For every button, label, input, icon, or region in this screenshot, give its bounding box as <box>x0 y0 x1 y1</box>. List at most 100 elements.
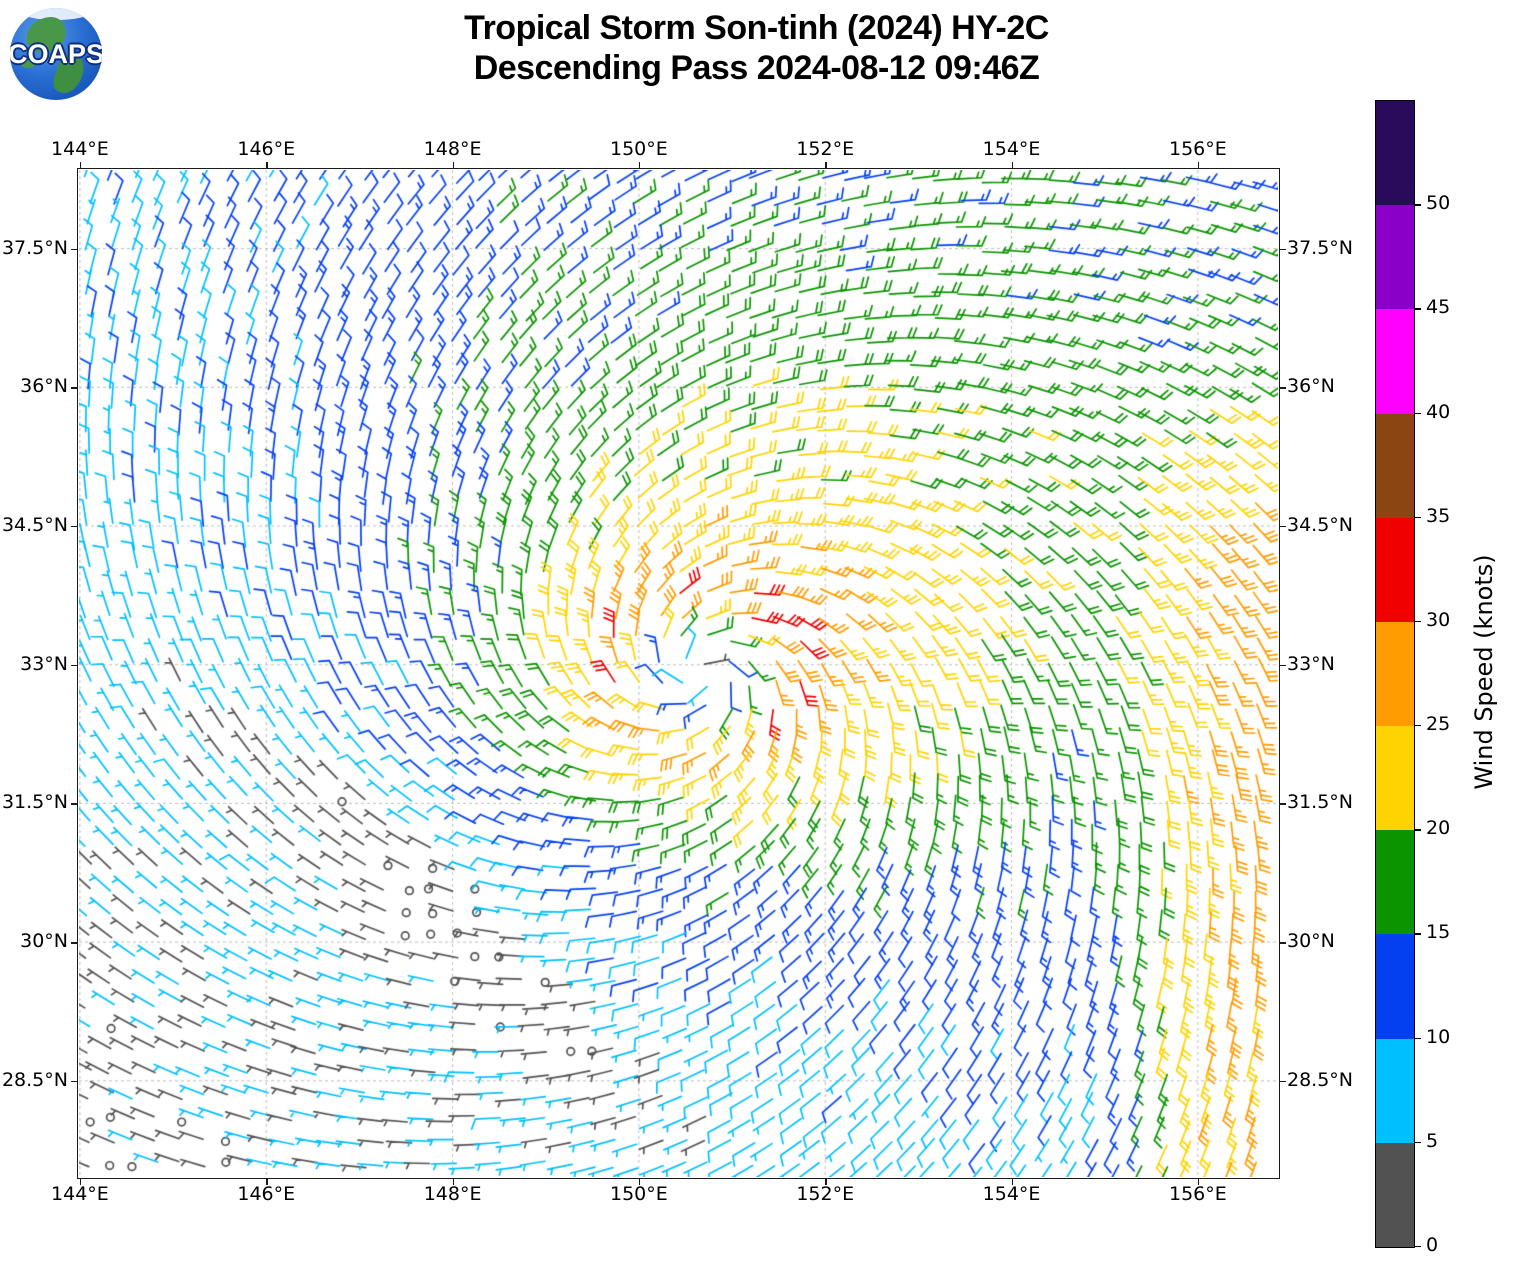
y-axis-tick-mark-right <box>1279 664 1286 667</box>
colorbar-tick-mark <box>1414 516 1421 519</box>
chart-title-line2: Descending Pass 2024-08-12 09:46Z <box>473 49 1040 88</box>
y-axis-tick-mark-left <box>71 803 78 805</box>
y-axis-tick-label-right: 28.5°N <box>1287 1068 1354 1091</box>
colorbar-tick-mark <box>1414 1141 1421 1144</box>
wind-barb-field-canvas <box>79 170 1278 1177</box>
x-axis-tick-mark-top <box>266 162 268 169</box>
chart-title: Tropical Storm Son-tinh (2024) HY-2C Des… <box>0 8 1513 88</box>
y-axis-tick-label-left: 34.5°N <box>1 514 68 536</box>
x-axis-tick-mark-top <box>1011 162 1013 169</box>
y-axis-tick-mark-right <box>1279 803 1286 805</box>
y-axis-tick-label-left: 37.5°N <box>1 236 68 259</box>
colorbar-tick-mark <box>1414 412 1421 414</box>
x-axis-tick-label-top: 150°E <box>610 138 668 160</box>
y-axis-tick-label-right: 37.5°N <box>1287 236 1354 259</box>
colorbar-tick-label: 10 <box>1426 1025 1451 1048</box>
x-axis-tick-mark-bottom <box>1197 1178 1200 1185</box>
colorbar-segment-25-30kt <box>1376 621 1414 727</box>
colorbar-tick-label: 0 <box>1426 1234 1439 1256</box>
x-axis-tick-label-top: 154°E <box>982 138 1041 160</box>
colorbar-segment-50-55kt <box>1376 100 1414 206</box>
colorbar-tick-mark <box>1414 620 1421 623</box>
colorbar-tick-mark <box>1414 933 1421 935</box>
y-axis-tick-mark-right <box>1279 1080 1286 1083</box>
y-axis-tick-label-right: 36°N <box>1287 375 1335 398</box>
colorbar-tick-label: 50 <box>1426 192 1451 215</box>
y-axis-tick-label-right: 34.5°N <box>1287 514 1354 536</box>
x-axis-tick-mark-bottom <box>452 1178 454 1185</box>
y-axis-tick-label-right: 33°N <box>1287 652 1335 675</box>
colorbar-segment-40-45kt <box>1376 308 1414 414</box>
colorbar-tick-mark <box>1414 308 1421 310</box>
y-axis-tick-mark-left <box>71 387 78 389</box>
y-axis-tick-label-left: 33°N <box>20 652 68 675</box>
colorbar-tick-mark <box>1414 1037 1421 1040</box>
coaps-logo: COAPS <box>10 8 102 100</box>
logo-text: COAPS <box>10 38 102 69</box>
logo-continent-west <box>20 58 36 68</box>
x-axis-tick-label-top: 144°E <box>51 138 109 160</box>
y-axis-tick-mark-right <box>1279 526 1286 528</box>
colorbar-segment-5-10kt <box>1376 1038 1414 1143</box>
y-axis-tick-mark-right <box>1279 387 1286 389</box>
plot-border <box>77 168 1280 1179</box>
x-axis-tick-label-bottom: 146°E <box>237 1183 296 1205</box>
y-axis-tick-mark-left <box>71 526 78 528</box>
x-axis-tick-label-top: 148°E <box>423 138 482 160</box>
colorbar-tick-label: 30 <box>1426 608 1451 631</box>
colorbar-tick-mark <box>1414 829 1421 831</box>
x-axis-tick-label-top: 152°E <box>796 138 855 160</box>
colorbar-tick-label: 20 <box>1426 817 1451 840</box>
y-axis-tick-mark-left <box>71 248 78 250</box>
colorbar-segment-10-15kt <box>1376 933 1414 1039</box>
x-axis-tick-label-bottom: 148°E <box>423 1183 482 1205</box>
colorbar-segment-0-5kt <box>1376 1142 1414 1247</box>
y-axis-tick-mark-left <box>71 664 78 667</box>
logo-cloud-cap <box>21 8 91 20</box>
y-axis-tick-label-left: 36°N <box>20 375 68 398</box>
x-axis-tick-mark-bottom <box>266 1178 268 1185</box>
x-axis-tick-label-bottom: 156°E <box>1168 1183 1227 1205</box>
y-axis-tick-label-left: 30°N <box>20 930 68 953</box>
x-axis-tick-mark-top <box>79 162 82 169</box>
colorbar-tick-label: 5 <box>1426 1129 1439 1152</box>
colorbar-axis-label: Wind Speed (knots) <box>1470 554 1498 790</box>
x-axis-tick-label-top: 156°E <box>1168 138 1227 160</box>
x-axis-tick-mark-bottom <box>638 1178 641 1185</box>
colorbar-tick-label: 40 <box>1426 400 1451 423</box>
y-axis-tick-mark-right <box>1279 248 1286 250</box>
y-axis-tick-mark-left <box>71 1080 78 1083</box>
colorbar-tick-mark <box>1414 1246 1421 1248</box>
y-axis-tick-mark-left <box>71 942 78 944</box>
colorbar-segment-35-40kt <box>1376 413 1414 518</box>
colorbar-tick-mark <box>1414 204 1421 206</box>
x-axis-tick-mark-bottom <box>825 1178 827 1185</box>
x-axis-tick-label-bottom: 152°E <box>796 1183 855 1205</box>
y-axis-tick-label-left: 31.5°N <box>1 791 68 814</box>
colorbar-segment-20-25kt <box>1376 725 1414 831</box>
y-axis-tick-mark-right <box>1279 942 1286 944</box>
colorbar <box>1375 100 1415 1248</box>
colorbar-tick-label: 25 <box>1426 713 1451 736</box>
chart-title-line1: Tropical Storm Son-tinh (2024) HY-2C <box>464 9 1049 47</box>
colorbar-segment-15-20kt <box>1376 829 1414 935</box>
colorbar-tick-label: 45 <box>1426 296 1451 319</box>
colorbar-tick-label: 35 <box>1426 504 1451 527</box>
colorbar-segment-30-35kt <box>1376 517 1414 622</box>
x-axis-tick-mark-top <box>452 162 454 169</box>
colorbar-tick-label: 15 <box>1426 921 1451 944</box>
x-axis-tick-label-bottom: 154°E <box>982 1183 1041 1205</box>
y-axis-tick-label-right: 30°N <box>1287 930 1335 953</box>
x-axis-tick-mark-top <box>825 162 827 169</box>
colorbar-tick-mark <box>1414 725 1421 727</box>
x-axis-tick-mark-top <box>638 162 641 169</box>
x-axis-tick-mark-top <box>1197 162 1200 169</box>
y-axis-tick-label-left: 28.5°N <box>1 1068 68 1091</box>
x-axis-tick-mark-bottom <box>1011 1178 1013 1185</box>
y-axis-tick-label-right: 31.5°N <box>1287 791 1354 814</box>
x-axis-tick-mark-bottom <box>79 1178 82 1185</box>
x-axis-tick-label-top: 146°E <box>237 138 296 160</box>
x-axis-tick-label-bottom: 144°E <box>51 1183 109 1205</box>
colorbar-segment-45-50kt <box>1376 204 1414 310</box>
